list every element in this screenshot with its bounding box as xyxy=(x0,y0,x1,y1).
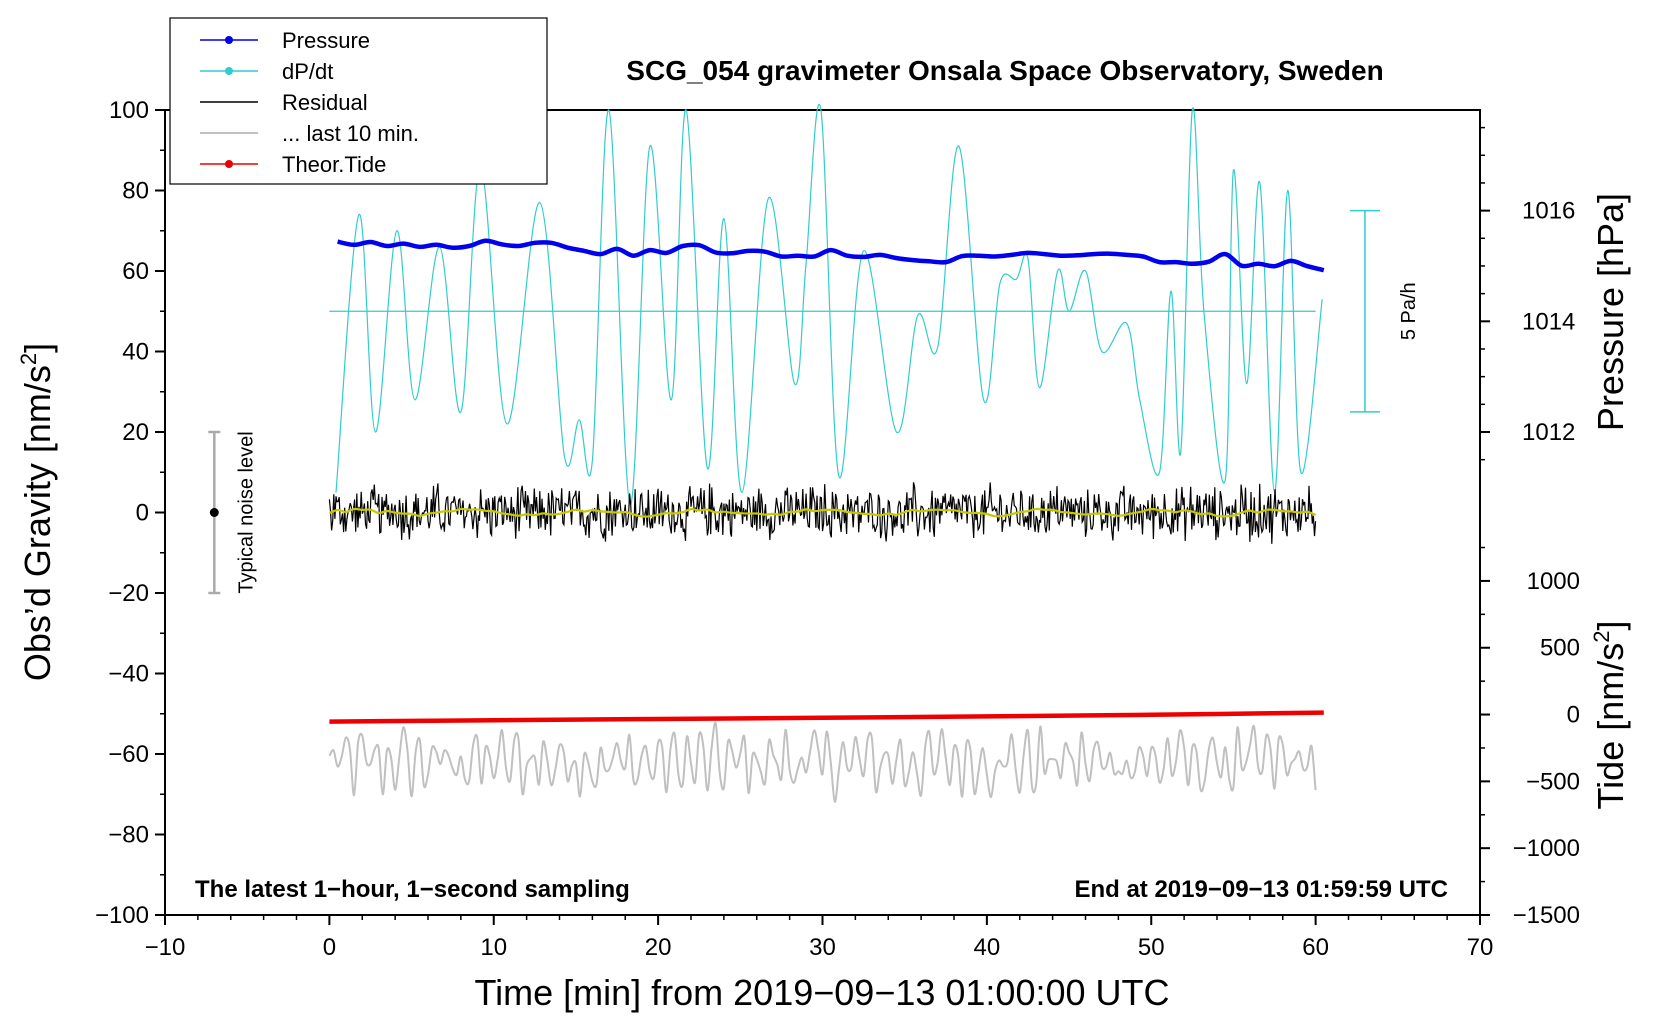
dpdt-line xyxy=(335,104,1323,506)
y-tick-label: −20 xyxy=(108,580,149,607)
x-tick-label: 60 xyxy=(1302,934,1329,961)
x-axis: −10 0 10 20 30 40 50 60 70 xyxy=(145,915,1494,961)
legend-label: Pressure xyxy=(282,28,370,53)
pressure-axis-label: Pressure [hPa] xyxy=(1590,193,1631,431)
footer-right-text: End at 2019−09−13 01:59:59 UTC xyxy=(1074,876,1448,903)
theor-tide-line xyxy=(329,710,1324,724)
legend-label: Residual xyxy=(282,90,368,115)
pressure-tick-label: 1014 xyxy=(1522,308,1575,335)
x-tick-label: 30 xyxy=(809,934,836,961)
y-tick-label: 0 xyxy=(136,500,149,527)
x-axis-label: Time [min] from 2019−09−13 01:00:00 UTC xyxy=(474,972,1169,1013)
y-tick-label: 100 xyxy=(109,97,149,124)
legend-marker xyxy=(225,36,233,44)
legend-label: dP/dt xyxy=(282,59,333,84)
last-10-min-line xyxy=(328,721,1317,803)
legend-marker xyxy=(225,67,233,75)
series-residual-smoothed xyxy=(328,507,1317,518)
y-tick-label: −100 xyxy=(95,902,149,929)
legend: Pressure dP/dt Residual ... last 10 min. The… xyxy=(169,17,548,185)
residual-line xyxy=(328,482,1317,544)
x-tick-label: 10 xyxy=(480,934,507,961)
series-residual xyxy=(328,482,1317,544)
legend-entries: Pressure dP/dt Residual ... last 10 min. The… xyxy=(200,28,419,177)
x-tick-label: −10 xyxy=(145,934,186,961)
tide-tick-label: 0 xyxy=(1567,702,1580,729)
pressure-tick-label: 1012 xyxy=(1522,419,1575,446)
series-pressure xyxy=(337,238,1325,273)
x-tick-label: 0 xyxy=(323,934,336,961)
y-tick-label: −60 xyxy=(108,741,149,768)
x-tick-label: 70 xyxy=(1467,934,1494,961)
tide-tick-label: −500 xyxy=(1526,768,1580,795)
residual-smoothed-line xyxy=(328,507,1317,518)
x-tick-label: 40 xyxy=(974,934,1001,961)
y-tick-label: 20 xyxy=(122,419,149,446)
tide-tick-label: 500 xyxy=(1540,635,1580,662)
legend-marker xyxy=(225,160,233,168)
series-theor-tide xyxy=(329,710,1324,724)
legend-label: Theor.Tide xyxy=(282,152,386,177)
noise-bar-label: Typical noise level xyxy=(235,431,257,593)
x-tick-label: 50 xyxy=(1138,934,1165,961)
noise-bar-center-dot xyxy=(209,508,219,517)
series-last-10-min xyxy=(328,721,1317,803)
annotations: Typical noise level 5 Pa/h xyxy=(208,209,1420,595)
tide-tick-label: −1500 xyxy=(1513,902,1580,929)
y-tick-label: 60 xyxy=(122,258,149,285)
chart-title: SCG_054 gravimeter Onsala Space Observat… xyxy=(626,55,1383,86)
y-tick-label: −40 xyxy=(108,661,149,688)
right-y-axes: 1012 1014 1016 −1500 −1000 −500 0 500 1000 xyxy=(1480,126,1580,929)
footer-left-text: The latest 1−hour, 1−second sampling xyxy=(195,876,630,903)
series-dpdt xyxy=(329,104,1323,506)
dpdt-scale-label: 5 Pa/h xyxy=(1398,282,1420,340)
tide-tick-label: −1000 xyxy=(1513,835,1580,862)
left-y-axis: −100 −80 −60 −40 −20 0 20 40 60 80 100 xyxy=(95,97,165,929)
left-y-axis-label: Obs’d Gravity [nm/s2] xyxy=(16,343,58,681)
y-tick-label: 80 xyxy=(122,178,149,205)
y-tick-label: 40 xyxy=(122,339,149,366)
tide-tick-label: 1000 xyxy=(1527,568,1580,595)
legend-box xyxy=(169,17,548,185)
pressure-tick-label: 1016 xyxy=(1522,198,1575,225)
pressure-line xyxy=(337,238,1325,273)
tide-axis-label: Tide [nm/s2] xyxy=(1589,621,1631,810)
y-tick-label: −80 xyxy=(108,822,149,849)
legend-label: ... last 10 min. xyxy=(282,121,419,146)
x-tick-label: 20 xyxy=(645,934,672,961)
